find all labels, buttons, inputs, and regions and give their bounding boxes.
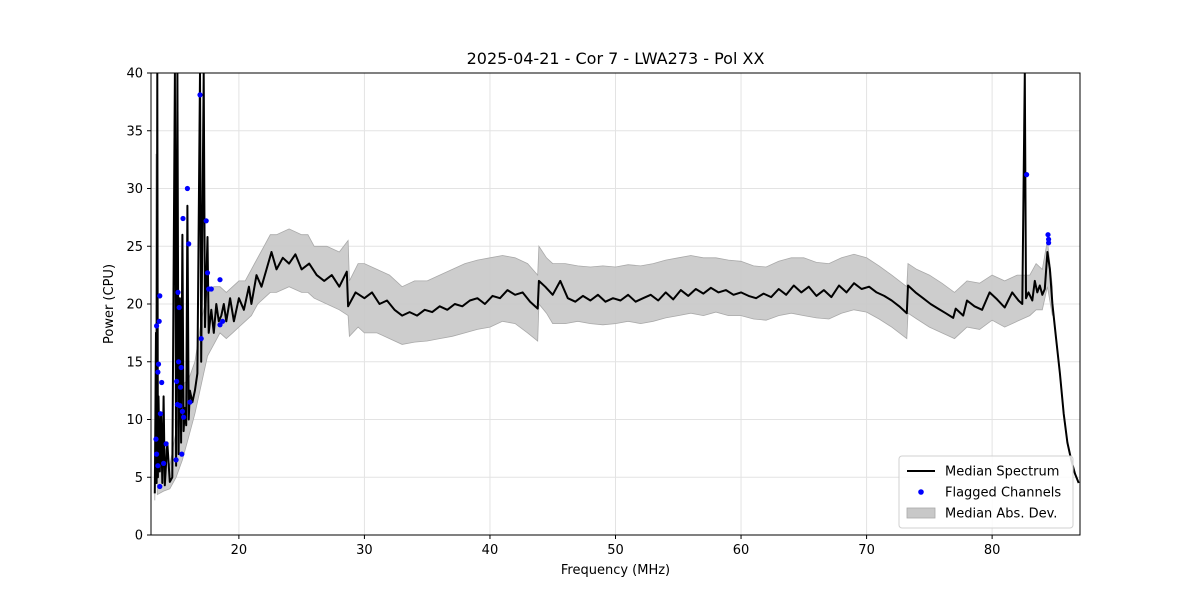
x-tick-label: 70 [858, 543, 875, 558]
flagged-channel-point [175, 289, 181, 295]
flagged-channel-point [197, 92, 203, 98]
axis-ticks: 20 30 40 50 60 70 80 0 5 10 15 20 25 30 35 40 [126, 67, 1000, 559]
y-axis-label: Power (CPU) [102, 264, 117, 344]
legend-marker-swatch [918, 489, 924, 495]
flagged-channel-point [155, 361, 162, 367]
x-tick-label: 50 [607, 543, 624, 558]
x-tick-label: 20 [231, 543, 248, 558]
legend-label: Flagged Channels [945, 486, 1061, 501]
flagged-channel-point [180, 215, 186, 222]
flagged-channel-point [177, 403, 183, 409]
median-spectrum-path [153, 73, 1080, 494]
flagged-channel-point [220, 318, 226, 324]
flagged-channel-point [204, 270, 211, 276]
y-tick-label: 5 [135, 471, 143, 486]
flagged-channel-point [155, 463, 161, 469]
legend-box [898, 455, 1074, 529]
mad-band-area [154, 153, 1053, 501]
legend-label: Median Abs. Dev. [945, 507, 1057, 522]
flagged-channel-point [174, 378, 180, 384]
flagged-channel-point [1045, 232, 1051, 238]
y-tick-label: 40 [126, 67, 143, 82]
x-axis-label: Frequency (MHz) [561, 563, 670, 578]
y-tick-label: 30 [126, 182, 143, 197]
legend: Median Spectrum Flagged Channels Median Ab… [898, 455, 1074, 529]
flagged-channels [153, 92, 1052, 490]
flagged-channel-point [163, 441, 169, 447]
flagged-channel-point [154, 451, 160, 457]
flagged-channel-point [157, 483, 163, 490]
flagged-channel-point [178, 364, 184, 371]
x-tick-label: 60 [733, 543, 750, 558]
median-abs-dev-band [154, 153, 1053, 501]
flagged-channel-point [187, 399, 193, 405]
median-spectrum-line [153, 73, 1080, 494]
flagged-channel-point [157, 411, 163, 417]
flagged-channel-point [217, 277, 223, 283]
y-tick-label: 20 [126, 298, 143, 313]
legend-label: Median Spectrum [945, 465, 1059, 480]
flagged-channel-point [1024, 172, 1030, 178]
x-tick-label: 80 [984, 543, 1001, 558]
y-tick-label: 0 [135, 529, 143, 544]
flagged-channel-point [176, 359, 182, 365]
flagged-channel-point [159, 379, 165, 386]
flagged-channel-point [1046, 240, 1052, 246]
y-tick-label: 15 [126, 355, 143, 370]
flagged-channel-point [156, 318, 162, 324]
chart-title: 2025-04-21 - Cor 7 - LWA273 - Pol XX [467, 49, 765, 68]
flagged-channel-point [154, 323, 160, 329]
flagged-channel-point [161, 460, 167, 466]
flagged-channel-point [186, 241, 192, 247]
flagged-channel-point [157, 293, 163, 299]
flagged-channel-point [208, 286, 214, 292]
flagged-channel-point [176, 304, 182, 311]
legend-patch-swatch [906, 507, 936, 519]
x-tick-label: 40 [482, 543, 499, 558]
y-tick-label: 25 [126, 240, 143, 255]
flagged-channel-point [177, 384, 184, 390]
flagged-channel-point [203, 218, 209, 224]
flagged-channel-point [173, 457, 179, 463]
flagged-channel-point [198, 336, 204, 342]
flagged-channel-point [179, 451, 185, 457]
flagged-channel-point [153, 436, 159, 442]
flagged-channel-point [181, 414, 187, 420]
y-tick-label: 10 [126, 413, 143, 428]
flagged-channel-point [155, 369, 161, 375]
flagged-channel-point [179, 408, 185, 414]
flagged-channel-point [184, 185, 190, 192]
x-tick-label: 30 [356, 543, 373, 558]
y-tick-label: 35 [126, 124, 143, 139]
